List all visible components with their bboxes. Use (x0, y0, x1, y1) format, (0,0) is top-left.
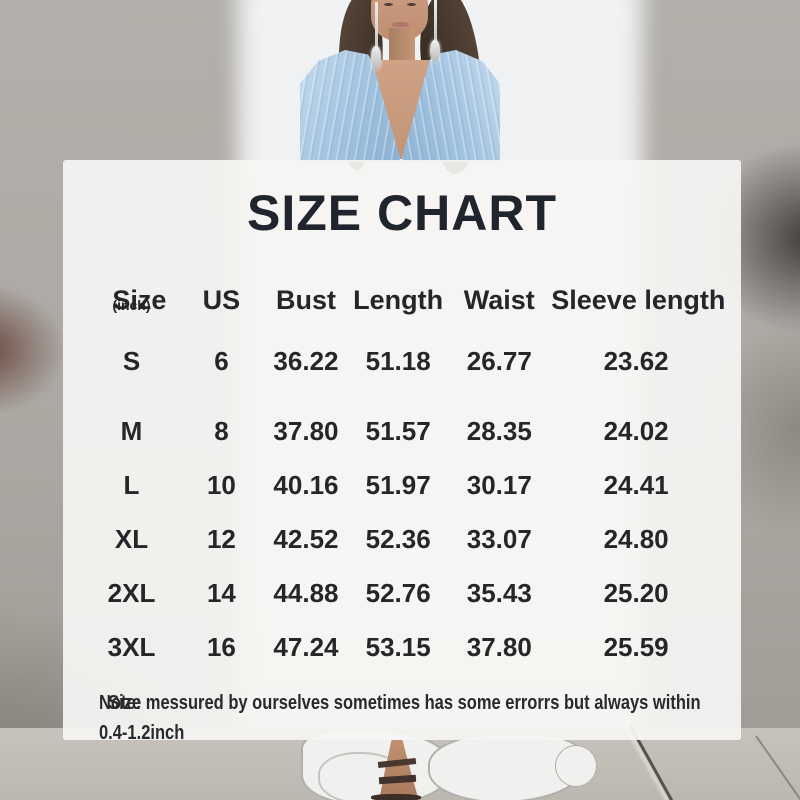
table-cell: 24.80 (603, 523, 669, 554)
table-cell: 10 (206, 469, 236, 500)
table-cell: M (120, 415, 143, 446)
page-title: SIZE CHART (247, 185, 557, 241)
table-cell: 42.52 (273, 523, 339, 554)
table-cell: XL (114, 523, 149, 554)
table-cell: 30.17 (466, 469, 532, 500)
table-cell: 35.43 (466, 577, 532, 608)
table-cell: 28.35 (466, 415, 532, 446)
table-cell: 24.41 (603, 469, 669, 500)
table-cell: 47.24 (273, 631, 339, 662)
header-cell-us: US (202, 284, 241, 315)
sandal-sole (371, 794, 421, 800)
note-line-1: Note: Size messured by ourselves sometim… (99, 688, 738, 718)
table-cell: 26.77 (466, 345, 532, 376)
note-line-2: 0.4-1.2inch (99, 722, 185, 744)
model-eye-left (384, 3, 393, 6)
note: Note: Size messured by ourselves sometim… (99, 688, 738, 748)
table-cell: 52.36 (365, 523, 431, 554)
table-cell: 25.59 (603, 631, 669, 662)
header-cell-length: Length (353, 284, 444, 315)
note-label: Note: (99, 692, 142, 714)
table-cell: 51.57 (365, 415, 431, 446)
table-cell: 53.15 (365, 631, 431, 662)
table-cell: L (123, 469, 140, 500)
table-row: L 10 40.16 51.97 30.17 24.41 (83, 458, 721, 512)
table-cell: 37.80 (466, 631, 532, 662)
table-cell: 6 (214, 345, 229, 376)
header-size-label: Size (112, 284, 167, 315)
earring-drop-right (430, 40, 440, 62)
table-row: S 6 36.22 51.18 26.77 23.62 (83, 334, 721, 388)
table-cell: 51.18 (365, 345, 431, 376)
table-cell: 51.97 (365, 469, 431, 500)
table-header-row: Size (inch) US Bust Length Waist Sleeve l… (83, 282, 726, 318)
table-row: M 8 37.80 51.57 28.35 24.02 (83, 404, 721, 458)
earring-right (434, 0, 437, 44)
header-cell-size: Size (inch) (83, 285, 180, 316)
header-cell-bust: Bust (275, 284, 336, 315)
table-cell: 44.88 (273, 577, 339, 608)
table-cell: 16 (206, 631, 236, 662)
table-cell: 40.16 (273, 469, 339, 500)
table-cell: 52.76 (365, 577, 431, 608)
table-cell: 3XL (107, 631, 156, 662)
table-row: 2XL 14 44.88 52.76 35.43 25.20 (83, 566, 721, 620)
table-cell: 2XL (107, 577, 156, 608)
earring-drop-left (371, 46, 381, 70)
header-cell-sleeve: Sleeve length (551, 284, 726, 315)
table-cell: 14 (206, 577, 236, 608)
table-cell: 12 (206, 523, 236, 554)
note-text: Size messured by ourselves sometimes has… (108, 692, 701, 714)
size-table: Size (inch) US Bust Length Waist Sleeve l… (83, 282, 726, 674)
model-lips (392, 22, 409, 27)
header-size-unit: (inch) (112, 296, 151, 313)
model-eye-right (407, 3, 416, 6)
table-cell: S (122, 345, 141, 376)
table-cell: 36.22 (273, 345, 339, 376)
skirt-hem (555, 745, 597, 787)
table-cell: 23.62 (603, 345, 669, 376)
earring-left (375, 2, 378, 52)
table-cell: 24.02 (603, 415, 669, 446)
size-chart-panel: SIZE CHART Size (inch) US Bust Length Wai… (63, 160, 741, 744)
table-body: S 6 36.22 51.18 26.77 23.62 M 8 37.80 51.57 28.35 2… (83, 334, 721, 674)
table-cell: 33.07 (466, 523, 532, 554)
table-cell: 25.20 (603, 577, 669, 608)
table-row: 3XL 16 47.24 53.15 37.80 25.59 (83, 620, 721, 674)
header-cell-waist: Waist (463, 284, 535, 315)
table-row: XL 12 42.52 52.36 33.07 24.80 (83, 512, 721, 566)
table-cell: 37.80 (273, 415, 339, 446)
table-cell: 8 (214, 415, 229, 446)
